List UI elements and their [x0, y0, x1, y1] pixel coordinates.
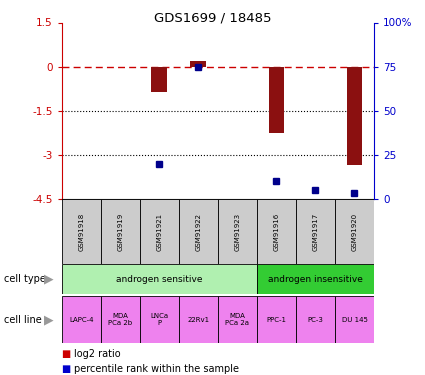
Bar	[62, 296, 101, 343]
Text: ■: ■	[62, 349, 71, 359]
Text: cell type: cell type	[4, 274, 46, 284]
Text: ▶: ▶	[44, 273, 54, 286]
Bar	[140, 199, 179, 264]
Text: GSM91922: GSM91922	[196, 213, 201, 250]
Text: PPC-1: PPC-1	[266, 316, 286, 322]
Bar	[218, 199, 257, 264]
Text: GSM91921: GSM91921	[156, 213, 162, 250]
Text: DU 145: DU 145	[342, 316, 368, 322]
Text: 22Rv1: 22Rv1	[187, 316, 210, 322]
Bar	[140, 296, 179, 343]
Bar	[190, 61, 206, 67]
Text: ▶: ▶	[44, 313, 54, 326]
Text: ■: ■	[62, 364, 71, 374]
Bar	[296, 296, 335, 343]
Text: MDA
PCa 2a: MDA PCa 2a	[225, 313, 249, 326]
Text: PC-3: PC-3	[308, 316, 323, 322]
Bar	[101, 296, 140, 343]
Text: androgen insensitive: androgen insensitive	[268, 275, 363, 284]
Bar	[257, 296, 296, 343]
Text: GSM91920: GSM91920	[351, 213, 357, 250]
Bar	[101, 199, 140, 264]
Text: percentile rank within the sample: percentile rank within the sample	[74, 364, 239, 374]
Bar	[269, 67, 284, 133]
Bar	[62, 199, 101, 264]
Bar	[62, 264, 257, 294]
Text: GSM91919: GSM91919	[117, 212, 123, 251]
Text: GSM91918: GSM91918	[78, 212, 84, 251]
Text: MDA
PCa 2b: MDA PCa 2b	[108, 313, 132, 326]
Bar	[257, 199, 296, 264]
Text: LNCa
P: LNCa P	[150, 313, 168, 326]
Bar	[179, 296, 218, 343]
Text: GSM91917: GSM91917	[312, 212, 318, 251]
Bar	[296, 199, 335, 264]
Text: log2 ratio: log2 ratio	[74, 349, 121, 359]
Bar	[335, 296, 374, 343]
Bar	[257, 264, 374, 294]
Bar	[347, 67, 362, 165]
Bar	[151, 67, 167, 92]
Text: LAPC-4: LAPC-4	[69, 316, 94, 322]
Text: GSM91923: GSM91923	[234, 213, 240, 250]
Text: GDS1699 / 18485: GDS1699 / 18485	[154, 11, 271, 24]
Text: cell line: cell line	[4, 315, 42, 325]
Bar	[335, 199, 374, 264]
Bar	[179, 199, 218, 264]
Text: GSM91916: GSM91916	[273, 212, 279, 251]
Text: androgen sensitive: androgen sensitive	[116, 275, 202, 284]
Bar	[218, 296, 257, 343]
